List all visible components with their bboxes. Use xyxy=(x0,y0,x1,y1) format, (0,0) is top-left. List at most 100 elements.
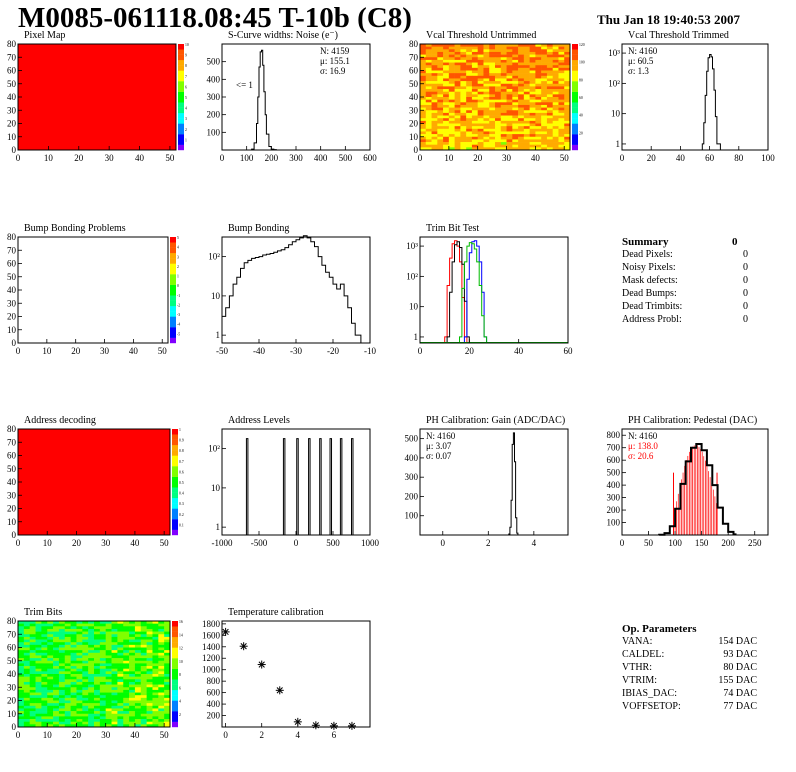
heatmap-cell xyxy=(546,65,553,69)
heatmap-cell xyxy=(164,708,171,712)
heatmap-cell xyxy=(518,104,525,108)
heatmap-cell xyxy=(558,126,565,130)
heatmap-cell xyxy=(500,112,507,116)
summary-value: 0 xyxy=(743,301,748,312)
heatmap-cell xyxy=(134,628,142,632)
heatmap-cell xyxy=(489,131,496,135)
heatmap-cell xyxy=(518,91,525,95)
heatmap-cell xyxy=(23,689,30,693)
heatmap-cell xyxy=(76,650,83,654)
heatmap-cell xyxy=(552,102,559,106)
heatmap-cell xyxy=(35,713,42,717)
heatmap-cell xyxy=(105,684,112,688)
heatmap-cell xyxy=(512,83,519,87)
heatmap-cell xyxy=(466,65,473,69)
heatmap-cell xyxy=(483,115,490,119)
heatmap-cell xyxy=(500,91,507,95)
heatmap-cell xyxy=(82,681,89,685)
heatmap-cell xyxy=(448,131,455,135)
color-scale-label: 100 xyxy=(579,61,585,65)
heatmap-cell xyxy=(129,687,136,691)
heatmap-cell xyxy=(134,631,142,635)
heatmap-cell xyxy=(134,642,142,646)
color-scale-step xyxy=(172,679,178,685)
heatmap-cell xyxy=(477,86,484,90)
op_parameters-row: VTHR: 80 DAC xyxy=(622,662,757,675)
heatmap-cell xyxy=(146,671,153,675)
color-scale-label: 4 xyxy=(185,107,187,111)
heatmap-cell xyxy=(35,644,42,648)
heatmap-cell xyxy=(134,700,142,704)
heatmap-cell xyxy=(29,636,36,640)
y-tick-label: 40 xyxy=(7,285,17,295)
heatmap-cell xyxy=(437,107,444,111)
heatmap-cell xyxy=(164,689,171,693)
heatmap-cell xyxy=(76,644,83,648)
heatmap-cell xyxy=(123,716,130,720)
heatmap-cell xyxy=(437,126,444,130)
heatmap-cell xyxy=(500,83,507,87)
heatmap-cell xyxy=(23,708,30,712)
heatmap-cell xyxy=(129,692,136,696)
heatmap-cell xyxy=(541,57,548,61)
heatmap-cell xyxy=(41,650,48,654)
heatmap-cell xyxy=(454,54,461,58)
heatmap-cell xyxy=(23,636,30,640)
heatmap-cell xyxy=(529,110,536,114)
heatmap-cell xyxy=(158,719,165,722)
heatmap-cell xyxy=(454,81,461,85)
heatmap-cell xyxy=(82,660,89,664)
heatmap-cell xyxy=(140,663,147,667)
heatmap-cell xyxy=(117,684,124,688)
heatmap-cell xyxy=(495,118,502,122)
heatmap-cell xyxy=(111,703,118,707)
heatmap-cell xyxy=(564,67,571,71)
heatmap-cell xyxy=(146,705,153,709)
heatmap-cell xyxy=(158,660,165,664)
color-scale-step xyxy=(172,450,178,456)
heatmap-cell xyxy=(35,647,42,651)
heatmap-cell xyxy=(541,70,548,74)
heatmap-cell xyxy=(164,634,171,638)
heatmap-cell xyxy=(35,650,42,654)
heatmap-cell xyxy=(460,144,467,148)
heatmap-cell xyxy=(546,136,553,140)
heatmap-cell xyxy=(29,663,36,667)
heatmap-cell xyxy=(454,118,461,122)
heatmap-cell xyxy=(506,65,513,69)
heatmap-cell xyxy=(64,687,71,691)
heatmap-cell xyxy=(105,692,112,696)
heatmap-cell xyxy=(64,642,71,646)
heatmap-cell xyxy=(41,689,48,693)
y-tick-label: 60 xyxy=(7,643,17,653)
heatmap-cell xyxy=(88,628,95,632)
heatmap-cell xyxy=(529,123,536,127)
heatmap-cell xyxy=(471,110,478,114)
heatmap-cell xyxy=(523,97,530,100)
heatmap-cell xyxy=(460,73,467,77)
heatmap-cell xyxy=(564,131,571,135)
x-tick-label: 30 xyxy=(101,538,111,548)
heatmap-cell xyxy=(70,676,77,680)
color-scale-label: 3 xyxy=(177,255,179,259)
heatmap-cell xyxy=(546,44,553,47)
heatmap-cell xyxy=(483,147,490,151)
level-peak xyxy=(296,438,299,535)
heatmap-cell xyxy=(466,86,473,90)
heatmap-cell xyxy=(88,687,95,691)
heatmap-cell xyxy=(495,115,502,119)
heatmap-cell xyxy=(518,70,525,74)
heatmap-cell xyxy=(123,681,130,685)
heatmap-cell xyxy=(94,697,101,701)
heatmap-cell xyxy=(541,49,548,53)
heatmap-cell xyxy=(466,49,473,53)
heatmap-cell xyxy=(29,724,36,728)
heatmap-cell xyxy=(535,89,542,92)
heatmap-cell xyxy=(471,65,478,69)
heatmap-cell xyxy=(94,663,101,667)
heatmap-cell xyxy=(523,115,530,119)
heatmap-cell xyxy=(518,139,525,143)
color-scale-step xyxy=(178,44,184,50)
color-scale-label: 8 xyxy=(179,673,181,677)
